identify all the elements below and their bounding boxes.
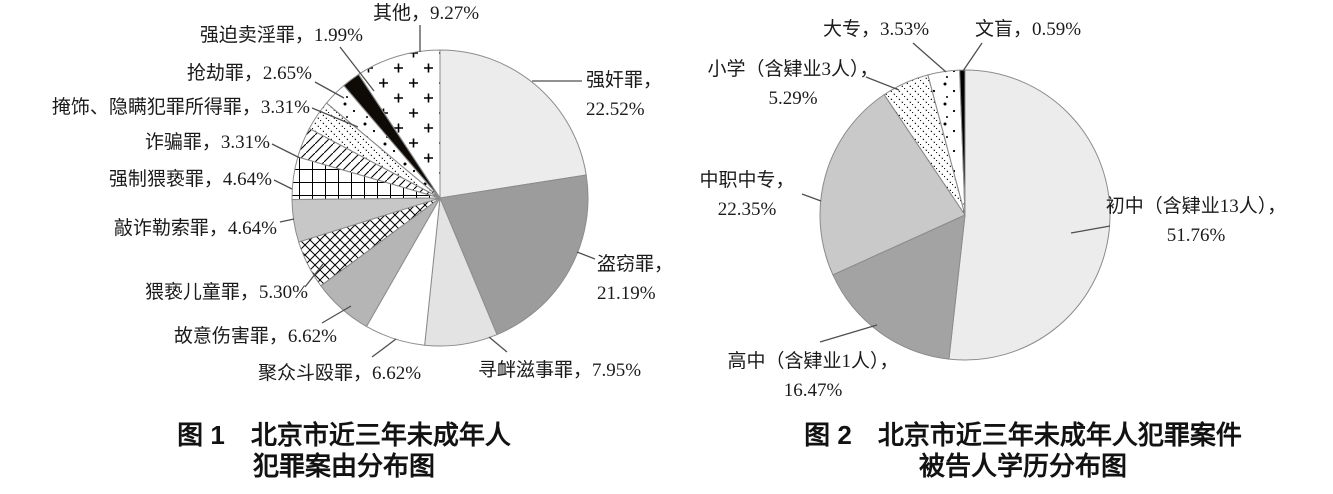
pie-chart-crime-causes (291, 49, 589, 347)
figure1-caption-line2: 犯罪案由分布图 (252, 451, 435, 481)
leader-line (279, 218, 295, 223)
leader-line (962, 42, 983, 72)
leader-line (865, 76, 900, 91)
pie1-label-fraud: 诈骗罪，3.31% (144, 132, 270, 153)
leader-line (819, 324, 878, 343)
leader-line (339, 46, 375, 92)
pie1-label-extortion: 敲诈勒索罪，4.64% (113, 218, 277, 239)
pie-chart-education (819, 69, 1111, 361)
pie1-label-affray: 聚众斗殴罪，6.62% (258, 363, 422, 384)
leader-line (488, 336, 508, 353)
leader-line (1070, 225, 1111, 234)
pie2-label-senior-high-line2: 16.47% (783, 380, 843, 401)
pie2-label-vocational-line2: 22.35% (717, 199, 777, 220)
pie2-label-primary-line2: 5.29% (768, 88, 818, 109)
leader-line (273, 179, 293, 190)
pie2-slice-0 (948, 69, 1111, 361)
pie2-slice-5 (959, 69, 966, 216)
pie1-label-theft: 盗窃罪， 21.19% (597, 250, 673, 308)
figure1-caption-line1: 图 1 北京市近三年未成年人 (177, 420, 511, 450)
pie1-label-child-molestation: 猥亵儿童罪，5.30% (144, 282, 308, 303)
pie1-label-rape-line2: 22.52% (586, 99, 645, 120)
pie1-slice-0 (439, 49, 587, 199)
leader-line (371, 338, 397, 358)
pie1-label-rape: 强奸罪， 22.52% (586, 66, 662, 124)
pie1-label-theft-line2: 21.19% (597, 283, 656, 304)
pie2-label-illiterate: 文盲，0.59% (975, 19, 1082, 40)
pie1-slice-1 (439, 174, 589, 336)
leader-line (314, 81, 345, 99)
pie1-label-robbery: 抢劫罪，2.65% (186, 63, 312, 84)
pie1-label-forced-prostitution: 强迫卖淫罪，1.99% (199, 25, 363, 46)
figure2-caption-line1: 图 2 北京市近三年未成年人犯罪案件 (804, 420, 1242, 450)
leader-line (912, 42, 947, 73)
pie2-label-junior-high-line1: 初中（含肄业13人）， (1105, 196, 1287, 217)
pie2-label-primary-line1: 小学（含肄业3人）， (707, 59, 879, 80)
pie1-label-theft-line1: 盗窃罪， (597, 254, 674, 275)
pie1-label-forcible-molestation: 强制猥亵罪，4.64% (108, 169, 272, 190)
pie2-label-vocational-line1: 中职中专， (699, 170, 795, 191)
leader-line (321, 305, 352, 324)
pie1-label-picking-quarrels: 寻衅滋事罪，7.95% (478, 360, 642, 381)
figure2-caption: 图 2 北京市近三年未成年人犯罪案件 被告人学历分布图 (800, 420, 1246, 482)
pie2-label-junior-high: 初中（含肄业13人）， 51.76% (1072, 192, 1320, 250)
pie1-label-other: 其他，9.27% (373, 3, 480, 24)
figure2-caption-line2: 被告人学历分布图 (918, 451, 1127, 481)
pie1-label-intentional-injury: 故意伤害罪，6.62% (173, 326, 337, 347)
pie2-label-junior-high-line2: 51.76% (1166, 225, 1226, 246)
leader-line (304, 263, 324, 288)
figure1-caption: 图 1 北京市近三年未成年人 犯罪案由分布图 (160, 420, 528, 482)
leader-line (271, 143, 301, 159)
pie2-label-college: 大专，3.53% (823, 19, 930, 40)
pie1-label-rape-line1: 强奸罪， (586, 70, 663, 91)
leader-line (576, 251, 596, 260)
leader-line (801, 193, 822, 202)
pie2-label-senior-high: 高中（含肄业1人）， 16.47% (705, 347, 921, 405)
pie2-slice-1 (832, 214, 966, 360)
pie2-slice-2 (819, 93, 966, 276)
pie2-label-primary-school: 小学（含肄业3人）， 5.29% (688, 55, 898, 113)
leader-line (311, 107, 359, 128)
pie2-label-senior-high-line1: 高中（含肄业1人）， (727, 351, 899, 372)
pie2-label-vocational-school: 中职中专， 22.35% (692, 166, 802, 224)
pie1-label-concealing-proceeds: 掩饰、隐瞒犯罪所得罪，3.31% (51, 97, 310, 118)
